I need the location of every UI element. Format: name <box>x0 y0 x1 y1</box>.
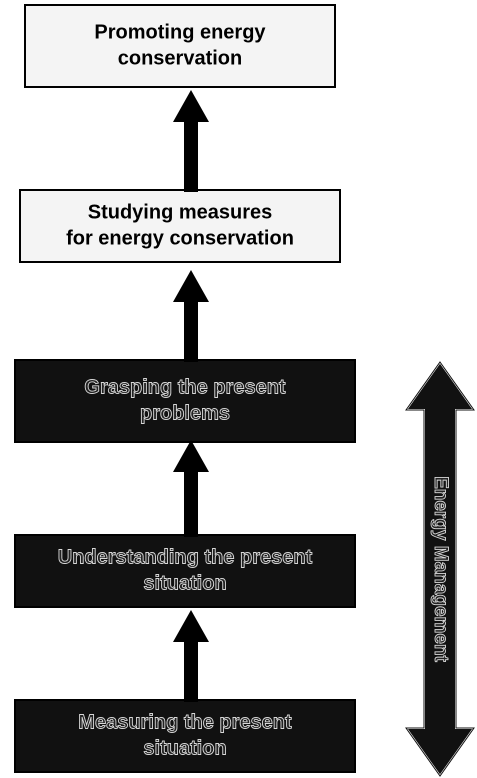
node-label-line: situation <box>143 572 226 594</box>
side-arrow-label: Energy Management <box>430 476 451 662</box>
node: Measuring the present situation <box>14 699 356 773</box>
node-label-line: conservation <box>118 47 242 69</box>
flow-arrows <box>173 90 209 702</box>
node-box <box>24 4 336 88</box>
node-label-line: problems <box>140 402 230 424</box>
side-double-arrow: Energy Management <box>404 360 476 778</box>
node-box <box>19 189 341 263</box>
node-label-line: situation <box>143 737 226 759</box>
node: Understanding the present situation <box>14 534 356 608</box>
node-label-line: for energy conservation <box>66 227 294 249</box>
node-label-line: Understanding the present <box>58 546 313 568</box>
node-label-line: Measuring the present <box>78 711 292 733</box>
node-label-line: Promoting energy <box>94 21 266 43</box>
node: Studying measures for energy conservation <box>19 189 341 263</box>
node: Promoting energy conservation <box>24 4 336 88</box>
node-box <box>14 359 356 443</box>
node-label-line: Studying measures <box>88 201 273 223</box>
node: Grasping the present problems <box>14 359 356 443</box>
node-box <box>14 699 356 773</box>
node-box <box>14 534 356 608</box>
node-label-line: Grasping the present <box>84 376 285 398</box>
